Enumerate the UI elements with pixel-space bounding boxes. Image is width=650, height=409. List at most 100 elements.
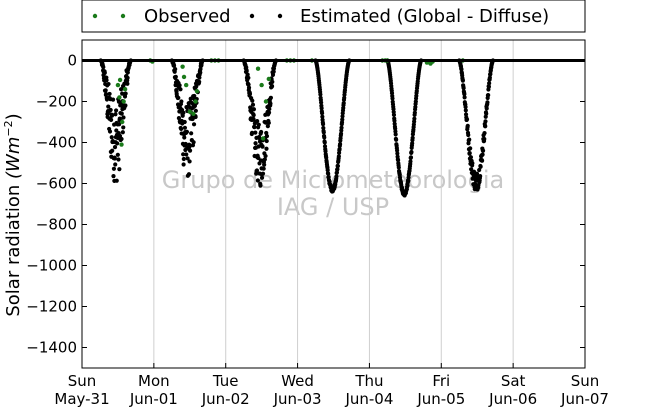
estimated-point: [477, 167, 482, 173]
estimated-point: [463, 112, 469, 117]
observed-point: [194, 89, 200, 94]
estimated-point: [249, 130, 255, 135]
estimated-point: [336, 154, 341, 159]
estimated-point: [244, 68, 249, 74]
estimated-point: [115, 141, 120, 146]
estimated-point: [246, 82, 251, 87]
estimated-point: [250, 98, 255, 103]
estimated-point: [189, 131, 194, 136]
estimated-point: [469, 167, 474, 172]
x-tick-label-day: Wed: [281, 372, 314, 390]
observed-point: [180, 64, 185, 69]
estimated-point: [318, 92, 323, 97]
estimated-point: [468, 155, 474, 160]
x-tick-label-date: Jun-04: [344, 390, 393, 408]
estimated-point: [251, 113, 256, 118]
y-tick-label: −400: [36, 134, 77, 152]
estimated-point: [482, 136, 487, 142]
estimated-point: [478, 173, 483, 179]
estimated-point: [482, 131, 487, 136]
estimated-point: [110, 97, 116, 102]
estimated-point: [335, 167, 340, 172]
estimated-point: [472, 181, 478, 187]
estimated-point: [191, 122, 197, 127]
estimated-point: [185, 156, 190, 161]
x-tick-label-date: Jun-07: [560, 390, 609, 408]
estimated-point: [107, 91, 112, 97]
estimated-point: [112, 144, 118, 150]
estimated-point: [260, 171, 266, 176]
estimated-point: [264, 146, 269, 151]
watermark-line-2: IAG / USP: [277, 193, 389, 221]
y-tick-label: −1400: [26, 339, 77, 357]
estimated-point: [408, 155, 414, 160]
estimated-point: [319, 100, 324, 105]
estimated-point: [340, 114, 345, 119]
estimated-point: [320, 114, 325, 119]
estimated-point: [113, 162, 118, 167]
estimated-point: [259, 175, 265, 180]
observed-point: [193, 99, 198, 104]
plot-frame: [81, 39, 586, 369]
estimated-point: [198, 66, 203, 72]
estimated-point: [264, 138, 269, 144]
estimated-point: [184, 152, 189, 157]
estimated-point: [262, 157, 267, 162]
estimated-point: [412, 110, 417, 115]
estimated-point: [119, 111, 124, 116]
estimated-point: [409, 149, 414, 155]
estimated-point: [117, 167, 122, 172]
estimated-point: [462, 92, 467, 97]
estimated-point: [181, 110, 186, 115]
y-tick-label: −800: [36, 216, 77, 234]
estimated-point: [413, 99, 418, 104]
estimated-point: [390, 96, 395, 101]
estimated-point: [103, 88, 108, 93]
estimated-point: [486, 84, 491, 89]
estimated-point: [479, 158, 485, 163]
estimated-point: [109, 117, 114, 122]
estimated-point: [247, 91, 253, 97]
estimated-point: [464, 117, 470, 122]
estimated-point: [177, 83, 182, 88]
legend-marker-observed-1: [92, 13, 98, 19]
observed-point: [255, 66, 261, 71]
estimated-point: [480, 148, 486, 153]
estimated-point: [461, 86, 466, 91]
estimated-point: [410, 141, 415, 146]
estimated-point: [337, 142, 343, 147]
estimated-point: [410, 135, 415, 140]
estimated-point: [171, 63, 177, 68]
estimated-point: [179, 99, 184, 104]
estimated-point: [104, 78, 109, 83]
y-tick-label: −1000: [26, 257, 77, 275]
estimated-point: [187, 159, 192, 164]
estimated-point: [121, 115, 126, 120]
estimated-point: [342, 95, 347, 100]
estimated-point: [255, 178, 260, 183]
estimated-point: [198, 70, 203, 75]
estimated-point: [408, 159, 413, 164]
estimated-point: [108, 107, 113, 113]
estimated-point: [109, 135, 114, 140]
estimated-point: [191, 140, 196, 145]
estimated-point: [484, 111, 489, 116]
y-tick-label: −1200: [26, 298, 77, 316]
estimated-point: [256, 122, 261, 127]
estimated-point: [262, 162, 267, 167]
x-tick-label-date: Jun-05: [416, 390, 465, 408]
estimated-point: [395, 158, 401, 163]
estimated-point: [395, 151, 400, 156]
observed-point: [259, 82, 264, 88]
estimated-point: [181, 156, 186, 162]
estimated-point: [460, 78, 465, 83]
legend-box: [81, 0, 586, 33]
estimated-point: [339, 125, 344, 130]
estimated-point: [270, 79, 275, 84]
estimated-point: [259, 129, 264, 135]
observed-point: [121, 99, 126, 104]
estimated-point: [173, 74, 178, 79]
x-tick-label-day: Sat: [501, 372, 526, 390]
estimated-point: [463, 104, 468, 110]
